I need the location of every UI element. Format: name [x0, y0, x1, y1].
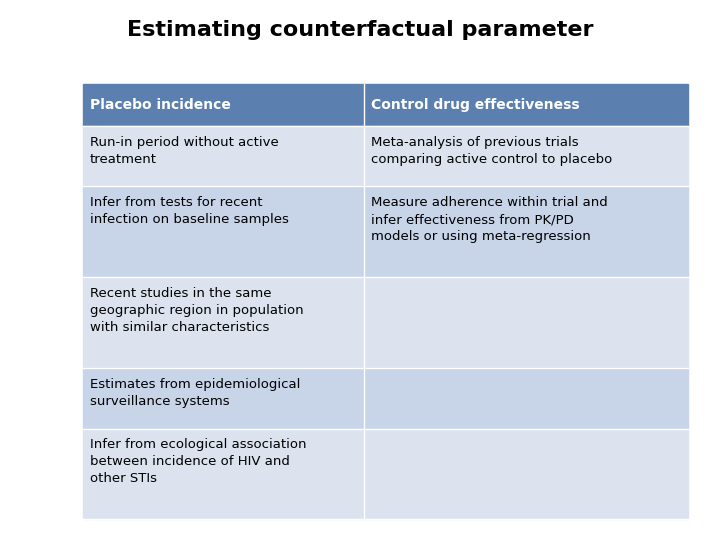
Text: Run-in period without active
treatment: Run-in period without active treatment: [90, 136, 279, 166]
Text: Estimates from epidemiological
surveillance systems: Estimates from epidemiological surveilla…: [90, 378, 300, 408]
Bar: [83, 186, 364, 277]
Bar: [83, 126, 364, 186]
Bar: [83, 429, 364, 519]
Text: Meta-analysis of previous trials
comparing active control to placebo: Meta-analysis of previous trials compari…: [371, 136, 612, 166]
Bar: [364, 368, 688, 429]
Bar: [364, 277, 688, 368]
Text: Estimating counterfactual parameter: Estimating counterfactual parameter: [127, 19, 593, 40]
Text: Recent studies in the same
geographic region in population
with similar characte: Recent studies in the same geographic re…: [90, 287, 304, 334]
Text: Infer from tests for recent
infection on baseline samples: Infer from tests for recent infection on…: [90, 196, 289, 226]
Bar: [83, 277, 364, 368]
Text: Infer from ecological association
between incidence of HIV and
other STIs: Infer from ecological association betwee…: [90, 438, 307, 485]
Text: Measure adherence within trial and
infer effectiveness from PK/PD
models or usin: Measure adherence within trial and infer…: [371, 196, 608, 243]
Text: Placebo incidence: Placebo incidence: [90, 98, 231, 112]
Bar: [364, 126, 688, 186]
Text: Control drug effectiveness: Control drug effectiveness: [371, 98, 580, 112]
Bar: [364, 186, 688, 277]
Bar: [364, 84, 688, 126]
Bar: [364, 429, 688, 519]
Bar: [83, 84, 364, 126]
Bar: [83, 368, 364, 429]
